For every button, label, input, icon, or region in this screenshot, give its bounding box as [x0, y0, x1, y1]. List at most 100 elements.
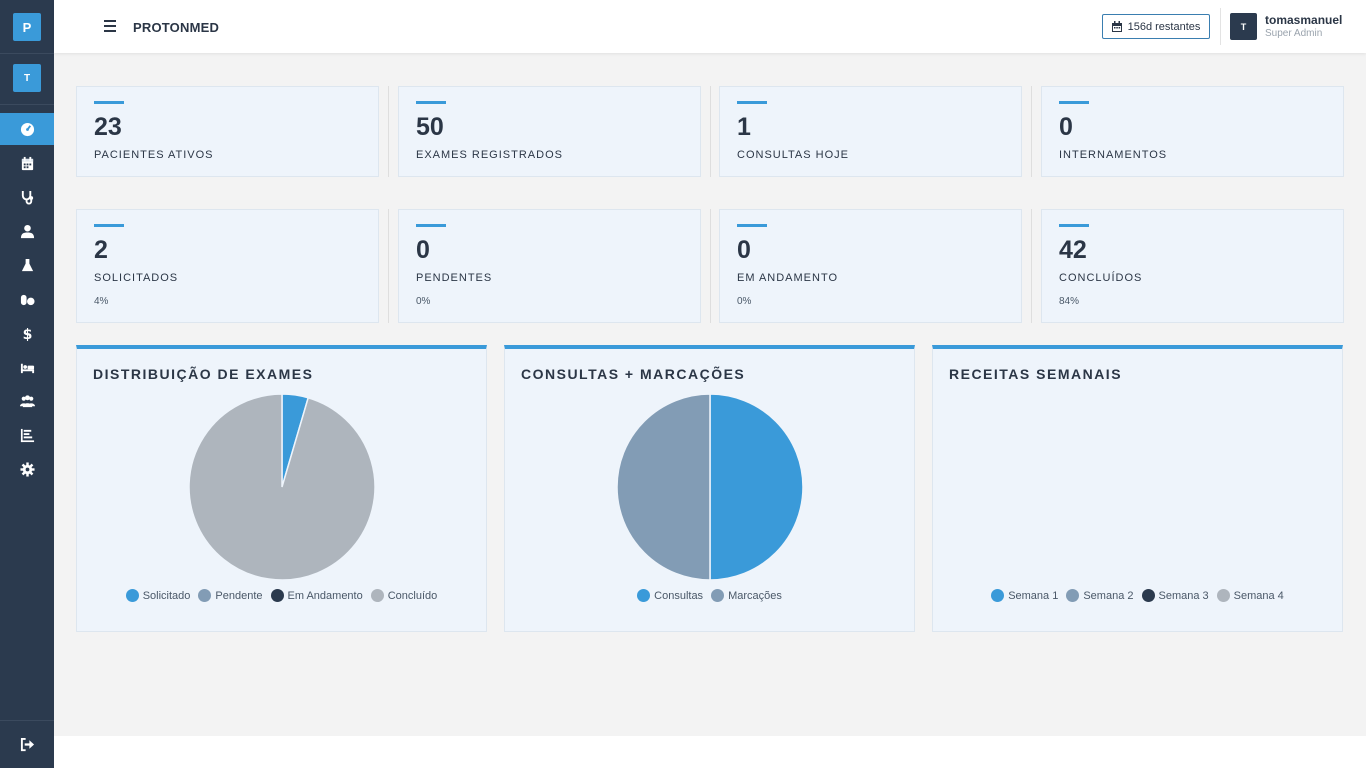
legend-swatch [637, 589, 651, 602]
card-accent [94, 101, 124, 104]
card-divider [388, 209, 389, 323]
sidebar-item-doctors[interactable] [0, 215, 54, 247]
legend-swatch [1066, 589, 1080, 602]
sidebar-item-calendar[interactable] [0, 147, 54, 179]
stat-percent: 0% [416, 296, 431, 307]
dashboard-icon [20, 122, 34, 136]
sidebar-item-dashboard[interactable] [0, 113, 54, 145]
card-accent [737, 224, 767, 227]
legend-item[interactable]: Semana 1 [991, 589, 1058, 602]
stat-card-em-andamento: 0 EM ANDAMENTO 0% [719, 209, 1022, 323]
card-divider [710, 209, 711, 323]
card-accent [416, 101, 446, 104]
pie-chart-receitas [1043, 392, 1233, 582]
legend-item[interactable]: Semana 3 [1141, 589, 1209, 602]
chart-icon [20, 428, 34, 442]
legend-item[interactable]: Consultas [637, 589, 703, 602]
chart-title: CONSULTAS + MARCAÇÕES [521, 366, 746, 382]
brand-title: PROTONMED [133, 20, 220, 35]
legend-label: Pendente [215, 589, 263, 602]
app-logo[interactable]: P [13, 13, 41, 41]
legend-swatch [198, 589, 212, 602]
menu-toggle-icon[interactable] [104, 20, 116, 32]
card-accent [737, 101, 767, 104]
stat-label: EXAMES REGISTRADOS [416, 149, 563, 161]
stat-label: PACIENTES ATIVOS [94, 149, 214, 161]
chart-legend: Semana 1 Semana 2 Semana 3 Semana 4 [933, 589, 1342, 602]
stat-value: 0 [737, 236, 751, 264]
sidebar-item-relatorios[interactable] [0, 419, 54, 451]
pills-icon [20, 294, 35, 305]
legend-label: Semana 2 [1083, 589, 1134, 602]
stat-value: 23 [94, 113, 122, 141]
legend-swatch [711, 589, 725, 602]
dollar-icon: $ [22, 327, 32, 341]
card-divider [1031, 209, 1032, 323]
chart-panel-exames: DISTRIBUIÇÃO DE EXAMES Solicitado Pendent… [76, 345, 487, 632]
sidebar-item-exames[interactable] [0, 249, 54, 281]
chart-title: DISTRIBUIÇÃO DE EXAMES [93, 366, 314, 382]
card-accent [94, 224, 124, 227]
footer [54, 736, 1366, 768]
stat-value: 42 [1059, 236, 1087, 264]
sidebar-item-financeiro[interactable]: $ [0, 317, 54, 349]
calendar-icon [1111, 21, 1122, 32]
bed-icon [20, 363, 34, 373]
chart-title: RECEITAS SEMANAIS [949, 366, 1123, 382]
subscription-days-button[interactable]: 156d restantes [1102, 14, 1210, 39]
pie-slice-consultas[interactable] [709, 393, 804, 581]
stat-label: PENDENTES [416, 272, 493, 284]
legend-swatch [1216, 589, 1230, 602]
stat-card-pacientes: 23 PACIENTES ATIVOS [76, 86, 379, 177]
stat-value: 0 [1059, 113, 1073, 141]
user-name[interactable]: tomasmanuel [1265, 13, 1343, 27]
legend-label: Semana 3 [1158, 589, 1209, 602]
users-icon [19, 394, 35, 407]
legend-item[interactable]: Semana 4 [1216, 589, 1284, 602]
stat-label: CONSULTAS HOJE [737, 149, 849, 161]
card-divider [710, 86, 711, 177]
pie-chart-exames [188, 393, 376, 581]
sidebar-item-farmacia[interactable] [0, 283, 54, 315]
pie-slice-marcações[interactable] [616, 393, 711, 581]
sidebar: P T $ [0, 0, 54, 768]
pie-slice-concluído[interactable] [188, 393, 376, 581]
chart-panel-consultas: CONSULTAS + MARCAÇÕES Consultas Marcações [504, 345, 915, 632]
stat-percent: 84% [1059, 296, 1080, 307]
legend-label: Concluído [387, 589, 438, 602]
pie-chart-consultas [616, 393, 804, 581]
sidebar-item-consultas[interactable] [0, 181, 54, 213]
legend-label: Semana 4 [1233, 589, 1284, 602]
legend-label: Consultas [654, 589, 704, 602]
sidebar-avatar[interactable]: T [13, 64, 41, 92]
card-accent [1059, 101, 1089, 104]
stat-card-pendentes: 0 PENDENTES 0% [398, 209, 701, 323]
chart-legend: Solicitado Pendente Em Andamento Concluído [77, 589, 486, 602]
legend-item[interactable]: Pendente [198, 589, 263, 602]
sidebar-item-configuracoes[interactable] [0, 453, 54, 485]
legend-item[interactable]: Semana 2 [1066, 589, 1134, 602]
legend-item[interactable]: Marcações [711, 589, 782, 602]
legend-item[interactable]: Concluído [370, 589, 438, 602]
legend-swatch [1141, 589, 1155, 602]
sidebar-item-usuarios[interactable] [0, 385, 54, 417]
legend-swatch [991, 589, 1005, 602]
legend-item[interactable]: Solicitado [125, 589, 191, 602]
stat-percent: 0% [737, 296, 752, 307]
stat-label: SOLICITADOS [94, 272, 179, 284]
logout-button[interactable] [0, 728, 54, 760]
stat-card-consultas: 1 CONSULTAS HOJE [719, 86, 1022, 177]
card-divider [1031, 86, 1032, 177]
sidebar-item-internamentos[interactable] [0, 351, 54, 383]
legend-swatch [270, 589, 284, 602]
stat-value: 0 [416, 236, 430, 264]
stat-label: EM ANDAMENTO [737, 272, 839, 284]
calendar-icon [21, 156, 33, 170]
svg-text:$: $ [22, 327, 32, 341]
legend-label: Em Andamento [287, 589, 363, 602]
user-avatar[interactable]: T [1230, 13, 1257, 40]
legend-item[interactable]: Em Andamento [270, 589, 363, 602]
legend-label: Solicitado [142, 589, 191, 602]
top-bar: PROTONMED 156d restantes T tomasmanuel S… [54, 0, 1366, 53]
stethoscope-icon [21, 190, 33, 204]
